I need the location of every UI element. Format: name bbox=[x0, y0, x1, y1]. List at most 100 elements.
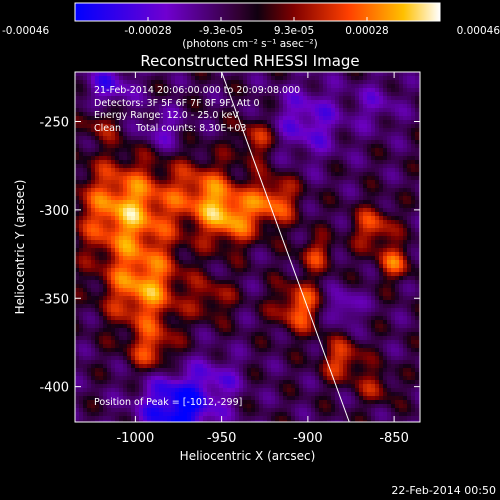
heatmap-cell bbox=[291, 208, 295, 212]
heatmap-cell bbox=[111, 136, 115, 140]
heatmap-cell bbox=[291, 348, 295, 352]
heatmap-cell bbox=[203, 260, 207, 264]
heatmap-cell bbox=[283, 176, 287, 180]
heatmap-cell bbox=[195, 292, 199, 296]
heatmap-cell bbox=[75, 276, 79, 280]
heatmap-cell bbox=[79, 164, 83, 168]
heatmap-cell bbox=[271, 280, 275, 284]
heatmap-cell bbox=[95, 400, 99, 404]
heatmap-cell bbox=[247, 376, 251, 380]
heatmap-cell bbox=[231, 360, 235, 364]
heatmap-cell bbox=[167, 344, 171, 348]
heatmap-cell bbox=[243, 180, 247, 184]
heatmap-cell bbox=[247, 184, 251, 188]
heatmap-cell bbox=[107, 172, 111, 176]
heatmap-cell bbox=[279, 204, 283, 208]
heatmap-cell bbox=[259, 272, 263, 276]
heatmap-cell bbox=[199, 204, 203, 208]
heatmap-cell bbox=[223, 248, 227, 252]
heatmap-cell bbox=[99, 212, 103, 216]
heatmap-cell bbox=[211, 188, 215, 192]
heatmap-cell bbox=[211, 208, 215, 212]
heatmap-cell bbox=[191, 112, 195, 116]
heatmap-cell bbox=[87, 188, 91, 192]
heatmap-cell bbox=[203, 388, 207, 392]
heatmap-cell bbox=[167, 348, 171, 352]
heatmap-cell bbox=[235, 396, 239, 400]
heatmap-cell bbox=[127, 384, 131, 388]
heatmap-cell bbox=[83, 240, 87, 244]
heatmap-cell bbox=[195, 316, 199, 320]
heatmap-cell bbox=[75, 376, 79, 380]
heatmap-cell bbox=[79, 400, 83, 404]
heatmap-cell bbox=[287, 204, 291, 208]
heatmap-cell bbox=[251, 208, 255, 212]
heatmap-cell bbox=[207, 108, 211, 112]
heatmap-cell bbox=[239, 268, 243, 272]
heatmap-cell bbox=[167, 352, 171, 356]
heatmap-cell bbox=[259, 388, 263, 392]
heatmap-cell bbox=[255, 184, 259, 188]
heatmap-cell bbox=[203, 224, 207, 228]
heatmap-cell bbox=[131, 404, 135, 408]
heatmap-cell bbox=[223, 128, 227, 132]
heatmap-cell bbox=[115, 384, 119, 388]
heatmap-cell bbox=[227, 336, 231, 340]
heatmap-cell bbox=[163, 152, 167, 156]
heatmap-cell bbox=[175, 196, 179, 200]
heatmap-cell bbox=[127, 112, 131, 116]
heatmap-cell bbox=[295, 364, 299, 368]
heatmap-cell bbox=[95, 188, 99, 192]
heatmap-cell bbox=[267, 272, 271, 276]
heatmap-cell bbox=[299, 184, 303, 188]
heatmap-cell bbox=[91, 104, 95, 108]
heatmap-cell bbox=[131, 72, 135, 76]
heatmap-cell bbox=[235, 84, 239, 88]
heatmap-cell bbox=[159, 188, 163, 192]
heatmap-cell bbox=[291, 200, 295, 204]
heatmap-cell bbox=[251, 148, 255, 152]
heatmap-cell bbox=[215, 260, 219, 264]
heatmap-cell bbox=[263, 120, 267, 124]
heatmap-cell bbox=[159, 340, 163, 344]
heatmap-cell bbox=[163, 264, 167, 268]
heatmap-cell bbox=[103, 168, 107, 172]
heatmap-cell bbox=[167, 376, 171, 380]
heatmap-cell bbox=[171, 92, 175, 96]
heatmap-cell bbox=[159, 216, 163, 220]
heatmap-cell bbox=[95, 204, 99, 208]
heatmap-cell bbox=[79, 368, 83, 372]
heatmap-cell bbox=[123, 180, 127, 184]
heatmap-cell bbox=[255, 412, 259, 416]
heatmap-cell bbox=[199, 304, 203, 308]
heatmap-cell bbox=[215, 336, 219, 340]
heatmap-cell bbox=[227, 164, 231, 168]
heatmap-cell bbox=[299, 84, 303, 88]
heatmap-cell bbox=[175, 164, 179, 168]
heatmap-cell bbox=[127, 168, 131, 172]
heatmap-cell bbox=[111, 340, 115, 344]
heatmap-cell bbox=[227, 172, 231, 176]
heatmap-cell bbox=[199, 184, 203, 188]
heatmap-cell bbox=[247, 208, 251, 212]
heatmap-cell bbox=[119, 128, 123, 132]
heatmap-cell bbox=[267, 416, 271, 420]
heatmap-cell bbox=[211, 292, 215, 296]
heatmap-cell bbox=[167, 132, 171, 136]
heatmap-cell bbox=[247, 164, 251, 168]
heatmap-cell bbox=[259, 164, 263, 168]
heatmap-cell bbox=[95, 176, 99, 180]
heatmap-cell bbox=[75, 392, 79, 396]
heatmap-cell bbox=[127, 340, 131, 344]
heatmap-cell bbox=[99, 236, 103, 240]
heatmap-cell bbox=[251, 104, 255, 108]
heatmap-cell bbox=[75, 280, 79, 284]
heatmap-cell bbox=[127, 388, 131, 392]
heatmap-cell bbox=[203, 320, 207, 324]
heatmap-cell bbox=[247, 344, 251, 348]
heatmap-cell bbox=[235, 88, 239, 92]
heatmap-cell bbox=[79, 308, 83, 312]
heatmap-cell bbox=[147, 304, 151, 308]
heatmap-cell bbox=[263, 172, 267, 176]
heatmap-cell bbox=[227, 256, 231, 260]
